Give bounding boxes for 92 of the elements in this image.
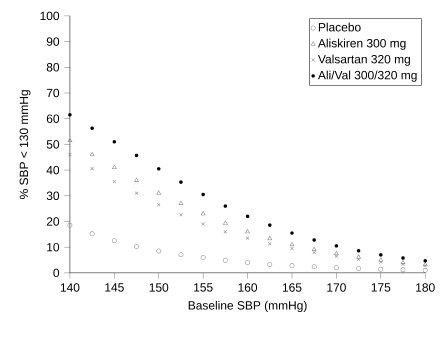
- point: [134, 191, 138, 195]
- point: [90, 152, 94, 156]
- y-tick-label: 10: [47, 242, 60, 252]
- y-tick-label: 30: [46, 192, 60, 200]
- point: [90, 231, 95, 236]
- y-tick-label: 70: [46, 88, 60, 98]
- point: [401, 256, 405, 260]
- legend-label: Placebo: [318, 22, 361, 32]
- legend-label: Valsartan 320 mg: [318, 54, 410, 66]
- point: [334, 250, 339, 256]
- point: [112, 164, 117, 169]
- y-tick-label: 60: [46, 114, 60, 123]
- point: [134, 154, 138, 158]
- point: [68, 138, 72, 142]
- y-tick-label: 40: [46, 166, 60, 174]
- point: [267, 262, 272, 267]
- point: [246, 214, 250, 218]
- point: [68, 222, 72, 228]
- point: [134, 244, 139, 249]
- point: [356, 254, 361, 259]
- point: [68, 152, 72, 156]
- point: [268, 223, 272, 227]
- point: [156, 190, 162, 195]
- point: [312, 246, 317, 251]
- point: [112, 140, 116, 144]
- point: [379, 253, 383, 257]
- point: [156, 248, 162, 254]
- point: [400, 260, 406, 264]
- y-axis-title: % SBP < 130 mmHg: [20, 90, 30, 199]
- point: [312, 238, 316, 242]
- point: [201, 192, 205, 196]
- x-axis-title: Baseline SBP (mmHg): [188, 300, 307, 312]
- point: [400, 267, 406, 272]
- point: [268, 242, 272, 246]
- point: [378, 266, 384, 272]
- point: [356, 266, 361, 271]
- point: [112, 238, 117, 244]
- point: [224, 204, 228, 208]
- point: [423, 264, 427, 268]
- point: [90, 166, 94, 170]
- y-tick-label: 90: [46, 37, 60, 46]
- point: [290, 263, 294, 268]
- point: [223, 220, 228, 225]
- point: [312, 264, 317, 270]
- x-tick-label: 175: [372, 283, 390, 292]
- point: [334, 244, 338, 248]
- x-tick-label: 165: [282, 283, 302, 292]
- point: [178, 252, 184, 258]
- point: [378, 257, 384, 262]
- point: [312, 250, 316, 254]
- point: [356, 258, 360, 262]
- point: [379, 260, 383, 264]
- point: [423, 259, 427, 263]
- point: [222, 258, 228, 263]
- point: [245, 229, 250, 234]
- point: [134, 178, 139, 182]
- point: [356, 249, 360, 253]
- point: [179, 213, 183, 217]
- point: [290, 231, 294, 235]
- legend-label: Ali/Val 300/320 mg: [318, 70, 417, 82]
- x-tick-label: 180: [416, 283, 435, 292]
- x-tick-label: 145: [105, 283, 124, 292]
- x-tick-label: 150: [150, 283, 168, 292]
- point: [224, 230, 228, 234]
- y-tick-label: 0: [53, 268, 60, 278]
- point: [245, 260, 250, 266]
- x-tick-label: 160: [238, 283, 258, 292]
- y-tick-label: 20: [46, 217, 60, 226]
- point: [157, 167, 160, 171]
- point: [200, 211, 206, 216]
- x-tick-label: 140: [60, 283, 80, 292]
- point: [422, 268, 428, 273]
- point: [334, 265, 339, 270]
- point: [200, 255, 206, 260]
- point: [422, 262, 428, 266]
- point: [246, 236, 250, 240]
- point: [290, 246, 294, 250]
- x-tick-label: 170: [327, 283, 346, 292]
- point: [112, 180, 116, 184]
- point: [90, 126, 94, 130]
- point: [290, 242, 294, 246]
- point: [401, 262, 405, 266]
- point: [179, 180, 183, 184]
- point: [178, 200, 184, 205]
- x-tick-label: 155: [194, 283, 213, 292]
- point: [201, 222, 205, 226]
- y-tick-label: 80: [46, 63, 60, 72]
- point: [68, 113, 72, 117]
- y-tick-label: 100: [40, 12, 60, 20]
- point: [267, 236, 272, 240]
- legend-label: Aliskiren 300 mg: [318, 38, 406, 50]
- y-tick-label: 50: [46, 140, 60, 149]
